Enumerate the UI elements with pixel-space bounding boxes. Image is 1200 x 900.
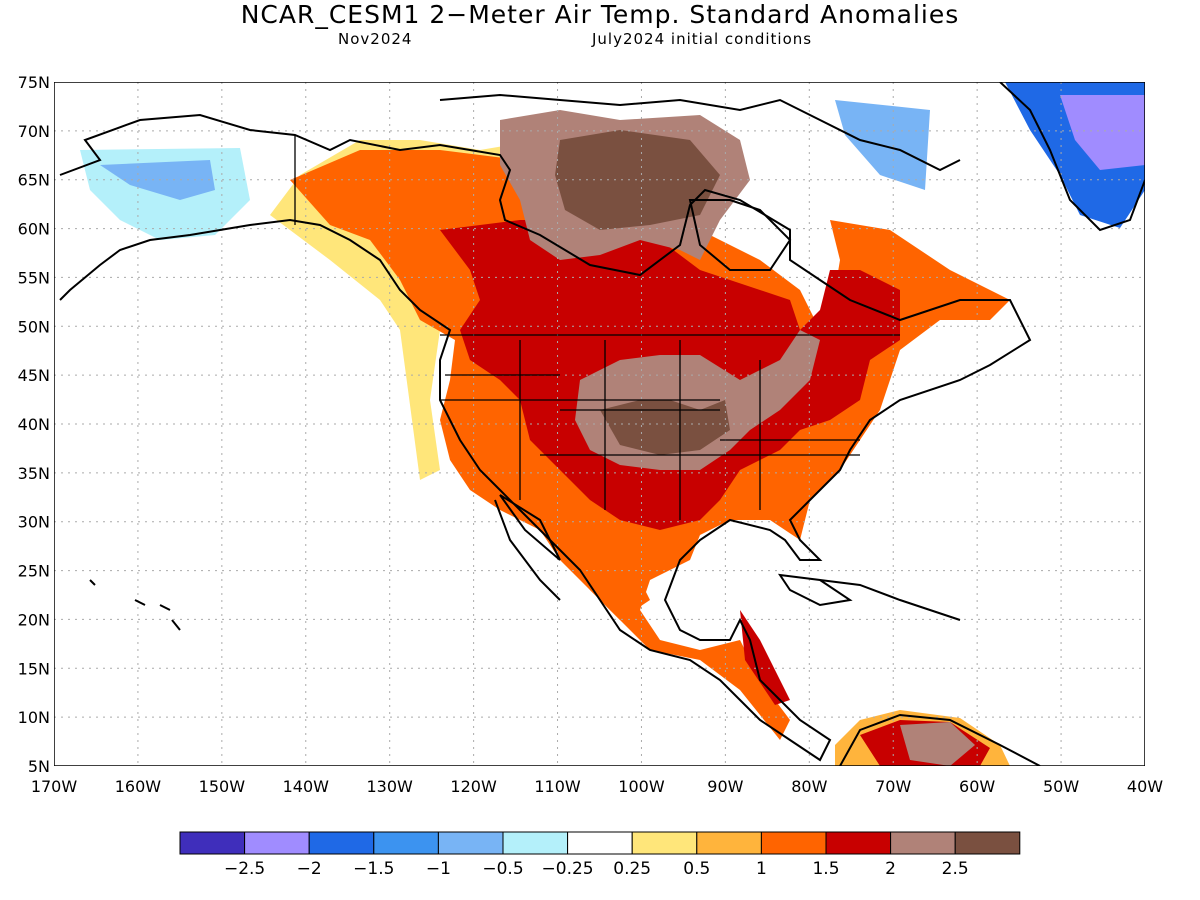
colorbar-label: −0.5 <box>482 859 523 879</box>
longitude-label: 150W <box>199 777 246 796</box>
colorbar-swatch <box>954 831 1021 855</box>
longitude-label: 80W <box>791 777 827 796</box>
longitude-label: 90W <box>707 777 743 796</box>
arctic-islands-coastline <box>439 93 961 172</box>
latitude-label: 70N <box>18 122 50 141</box>
colorbar-labels: −2.5 −2 −1.5 −1 −0.5 −0.25 0.25 0.5 1 1.5 2 2.5 <box>224 859 969 879</box>
latitude-label: 60N <box>18 220 50 239</box>
latitude-label: 50N <box>18 317 50 336</box>
colorbar-swatch <box>760 831 827 855</box>
colorbar-swatch <box>373 831 439 855</box>
colorbar-swatch <box>631 831 698 855</box>
longitude-label: 60W <box>959 777 995 796</box>
south-america-coastline <box>839 713 1041 766</box>
colorbar-label: 1 <box>756 859 767 879</box>
latitude-label: 55N <box>18 268 50 287</box>
greenland-coastline <box>999 82 1145 232</box>
hawaii-islands <box>89 579 181 631</box>
plains-hot-core <box>600 400 730 455</box>
longitude-label: 130W <box>367 777 414 796</box>
colorbar-swatch <box>308 831 375 855</box>
colorbar-label: 0.25 <box>613 859 651 879</box>
cuba-coastline <box>777 573 853 607</box>
us-state-borders <box>294 135 900 520</box>
latitude-label: 30N <box>18 513 50 532</box>
forecast-month: Nov2024 <box>338 30 413 48</box>
latitude-label: 40N <box>18 415 50 434</box>
colorbar-swatch <box>890 831 956 855</box>
longitude-label: 110W <box>534 777 581 796</box>
latitude-label: 65N <box>18 171 50 190</box>
latitude-label: 25N <box>18 562 50 581</box>
latitude-label: 35N <box>18 464 50 483</box>
initial-conditions-label: July2024 initial conditions <box>592 30 813 48</box>
gulf-of-california-coastline <box>499 494 561 561</box>
mexico-warm <box>570 540 650 620</box>
latitude-label: 75N <box>18 73 50 92</box>
colorbar-swatch <box>502 831 569 855</box>
baja-peninsula-coastline <box>494 499 561 601</box>
colorbar-swatch <box>244 831 310 855</box>
map-panel <box>54 82 1145 766</box>
hudson-bay-hot-core <box>555 130 720 230</box>
latitude-label: 20N <box>18 610 50 629</box>
hudson-bay-coastline <box>688 199 792 271</box>
colorbar-swatch <box>825 831 892 855</box>
colorbar-label: 1.5 <box>812 859 839 879</box>
latitude-label: 45N <box>18 366 50 385</box>
anomaly-shading <box>80 82 1145 766</box>
colorbar-label: 2 <box>885 859 896 879</box>
south-america-hotter <box>900 722 975 766</box>
coastlines <box>59 82 1145 766</box>
colorbar-label: −1 <box>426 859 451 879</box>
colorbar-label: −2.5 <box>224 859 265 879</box>
colorbar-label: −2 <box>297 859 322 879</box>
colorbar-label: 2.5 <box>942 859 969 879</box>
latitude-label: 10N <box>18 708 50 727</box>
longitude-labels: 170W 160W 150W 140W 130W 120W 110W 100W 90W 80W 70… <box>31 777 1163 796</box>
longitude-label: 160W <box>115 777 162 796</box>
longitude-label: 120W <box>450 777 497 796</box>
colorbar-swatch <box>696 831 762 855</box>
latitude-labels: 75N 70N 65N 60N 55N 50N 45N 40N 35N 30N 25N 20N 15N 1… <box>18 73 50 776</box>
map-title: NCAR_CESM1 2−Meter Air Temp. Standard An… <box>240 0 960 29</box>
colorbar-label: −0.25 <box>542 859 594 879</box>
longitude-label: 70W <box>875 777 911 796</box>
central-america-warm <box>740 610 790 705</box>
latitude-label: 15N <box>18 659 50 678</box>
colorbar-swatch <box>179 831 246 855</box>
longitude-label: 100W <box>618 777 665 796</box>
caribbean-islands <box>819 579 961 621</box>
longitude-label: 140W <box>283 777 330 796</box>
colorbar-label: 0.5 <box>683 859 710 879</box>
longitude-label: 40W <box>1127 777 1163 796</box>
colorbar-swatch <box>437 831 504 855</box>
alaska-cool-core <box>100 160 215 200</box>
colorbar <box>179 831 1021 855</box>
colorbar-swatch <box>567 831 633 855</box>
latitude-label: 5N <box>28 757 50 776</box>
colorbar-label: −1.5 <box>353 859 394 879</box>
greenland-cold-core <box>1060 95 1145 170</box>
north-america-coastline <box>59 113 1032 762</box>
longitude-label: 170W <box>31 777 78 796</box>
longitude-label: 50W <box>1043 777 1079 796</box>
